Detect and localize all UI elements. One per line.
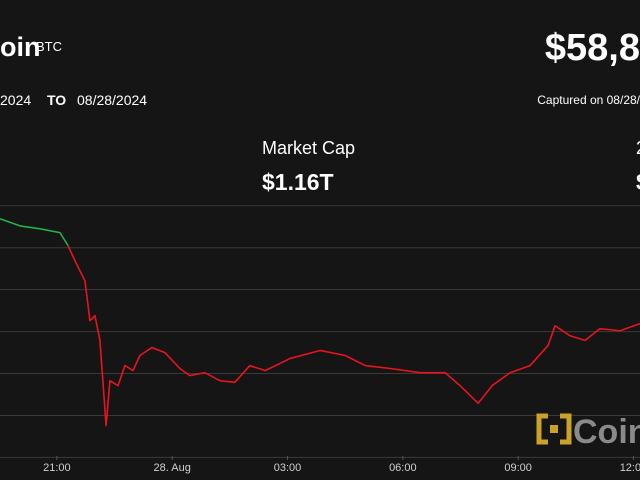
stat-label-2: 2: [636, 138, 640, 158]
date-to: 08/28/2024: [77, 92, 147, 108]
x-tick-label: 03:00: [274, 462, 302, 474]
stat-value: $1.16T: [262, 169, 334, 195]
x-tick-label: 09:00: [504, 462, 532, 474]
x-tick-label: 12:00: [620, 462, 640, 474]
lines: [0, 218, 640, 427]
x-tick-label: 28. Aug: [154, 462, 191, 474]
price-line: [67, 245, 640, 427]
stat-value-2: $: [636, 169, 640, 195]
watermark: Coin: [573, 413, 640, 451]
coin-name: oin: [0, 32, 41, 62]
price-line: [0, 218, 69, 247]
captured: Captured on 08/28/: [537, 93, 640, 107]
x-tick-label: 21:00: [43, 462, 71, 474]
watermark-logo: [536, 413, 572, 445]
stat-label: Market Cap: [262, 138, 355, 158]
coin-symbol: BTC: [36, 39, 62, 54]
x-tick-label: 06:00: [389, 462, 417, 474]
price: $58,8: [545, 27, 640, 69]
date-from: 2024: [0, 92, 31, 108]
date-to-label: TO: [47, 92, 66, 108]
